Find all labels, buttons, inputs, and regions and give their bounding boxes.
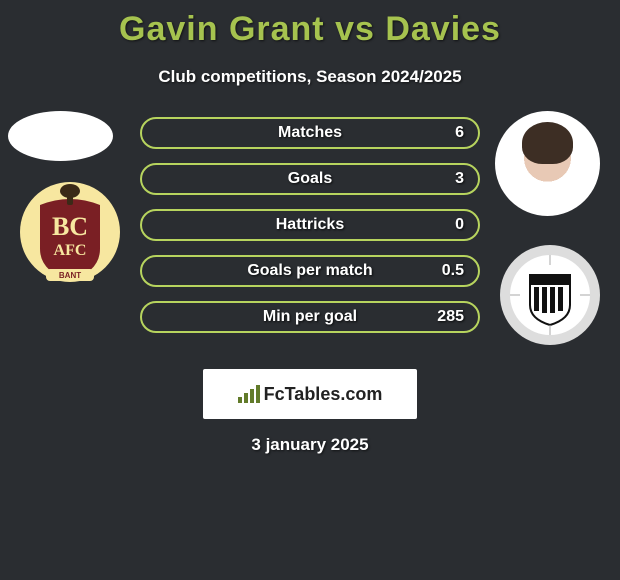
club-badge-right [500, 245, 600, 345]
subtitle: Club competitions, Season 2024/2025 [0, 67, 620, 87]
svg-text:BC: BC [52, 212, 88, 241]
svg-text:BANT: BANT [59, 271, 81, 280]
page-title: Gavin Grant vs Davies [0, 0, 620, 49]
stat-bar: Min per goal 285 [140, 301, 480, 333]
date-text: 3 january 2025 [0, 435, 620, 455]
stat-label: Hattricks [142, 211, 478, 239]
club-badge-left: BC AFC BANT [20, 177, 120, 287]
brand-chart-icon [238, 385, 260, 403]
player-right-avatar [495, 111, 600, 216]
player-left-avatar [8, 111, 113, 161]
brand-text: FcTables.com [264, 384, 383, 405]
stat-label: Matches [142, 119, 478, 147]
stat-value: 0.5 [442, 257, 464, 285]
stat-bar: Hattricks 0 [140, 209, 480, 241]
stat-value: 0 [455, 211, 464, 239]
stat-value: 3 [455, 165, 464, 193]
stat-bar: Matches 6 [140, 117, 480, 149]
stat-label: Goals per match [142, 257, 478, 285]
stat-value: 285 [437, 303, 464, 331]
stat-bar: Goals per match 0.5 [140, 255, 480, 287]
svg-text:AFC: AFC [54, 242, 87, 259]
brand-badge: FcTables.com [203, 369, 417, 419]
stat-value: 6 [455, 119, 464, 147]
stat-bar: Goals 3 [140, 163, 480, 195]
stat-bars: Matches 6 Goals 3 Hattricks 0 Goals per … [140, 117, 480, 347]
comparison-stage: BC AFC BANT M [0, 117, 620, 357]
stat-label: Goals [142, 165, 478, 193]
stat-label: Min per goal [142, 303, 478, 331]
